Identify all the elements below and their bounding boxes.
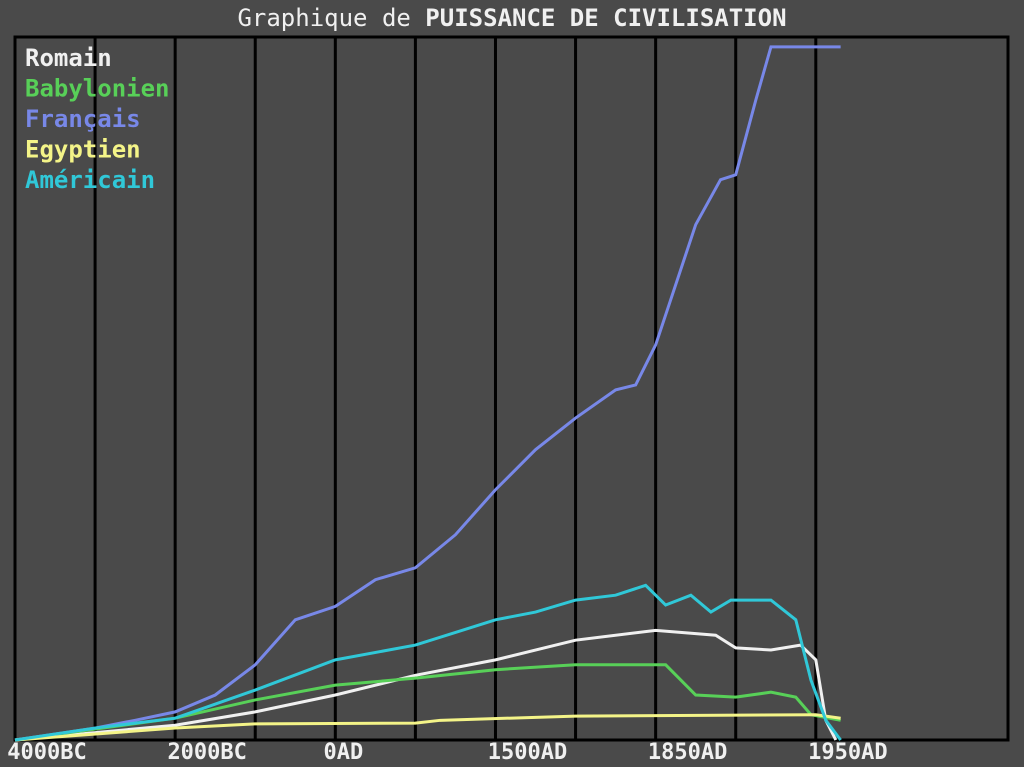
legend-entry: Français	[25, 105, 141, 133]
x-tick-label: 1500AD	[488, 740, 567, 765]
x-tick-label: 4000BC	[7, 740, 86, 765]
title-prefix: Graphique de	[237, 4, 410, 32]
chart-title: Graphique de PUISSANCE DE CIVILISATION	[237, 4, 786, 32]
legend-entry: Romain	[25, 44, 112, 72]
title-emphasis: PUISSANCE DE CIVILISATION	[425, 4, 786, 32]
x-tick-label: 0AD	[323, 740, 363, 765]
series-line	[14, 583, 842, 742]
legend-entry: Egyptien	[25, 136, 141, 164]
legend-entry: Américain	[25, 166, 155, 194]
x-tick-label: 2000BC	[167, 740, 246, 765]
series-line	[14, 45, 841, 742]
x-tick-label: 1850AD	[648, 740, 727, 765]
plot-frame	[13, 35, 1010, 742]
legend-entry: Babylonien	[25, 75, 170, 103]
series-line	[14, 663, 841, 742]
series-line	[14, 713, 841, 742]
series-line	[14, 628, 838, 742]
x-tick-label: 1950AD	[808, 740, 887, 765]
